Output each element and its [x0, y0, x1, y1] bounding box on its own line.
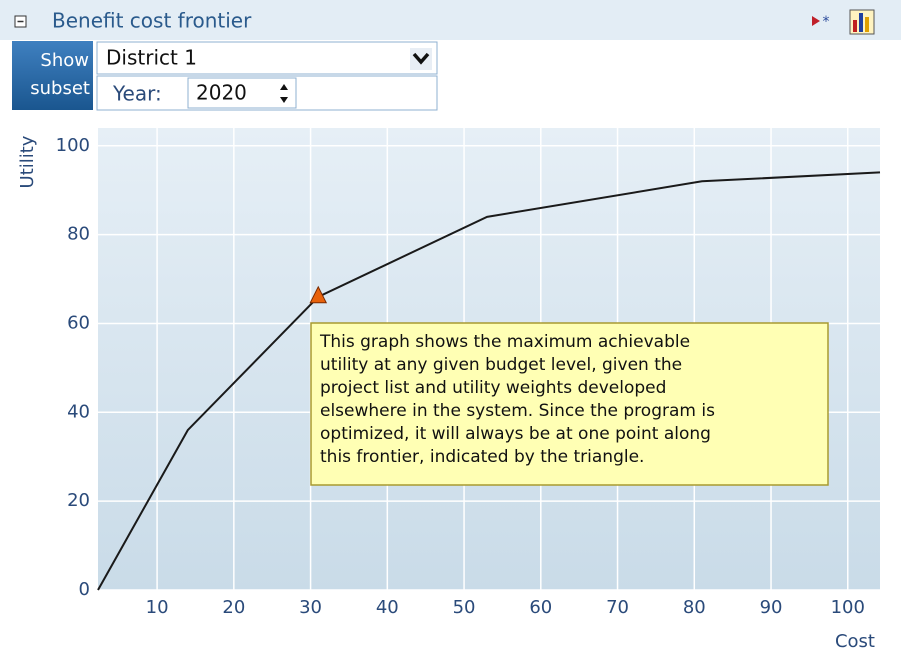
y-tick-label: 80: [67, 224, 90, 245]
x-tick-label: 90: [760, 597, 783, 618]
year-input[interactable]: [187, 77, 297, 109]
x-axis-label: Cost: [835, 631, 875, 652]
district-value: District 1: [106, 46, 197, 70]
frontier-line: [97, 171, 881, 591]
x-tick-label: 30: [299, 597, 322, 618]
triangle-marker: [309, 285, 328, 304]
export-icon[interactable]: *: [812, 14, 830, 30]
collapse-icon[interactable]: [14, 15, 27, 28]
y-tick-label: 40: [67, 401, 90, 422]
x-tick-label: 50: [453, 597, 476, 618]
annotation-line: optimized, it will always be at one poin…: [320, 424, 711, 444]
district-select[interactable]: [96, 41, 438, 75]
button-label: Show: [40, 50, 89, 71]
annotation-line: This graph shows the maximum achievable: [319, 332, 690, 352]
y-tick-label: 20: [67, 490, 90, 511]
header-bar: [0, 0, 901, 40]
button-label: subset: [30, 78, 90, 99]
y-axis-label: Utility: [17, 135, 38, 188]
x-tick-label: 20: [222, 597, 245, 618]
x-tick-label: 10: [146, 597, 169, 618]
year-value: 2020: [196, 81, 247, 105]
y-tick-label: 60: [67, 312, 90, 333]
x-tick-label: 80: [683, 597, 706, 618]
x-tick-label: 40: [376, 597, 399, 618]
annotation-line: this frontier, indicated by the triangle…: [320, 447, 644, 467]
x-tick-label: 70: [606, 597, 629, 618]
y-tick-label: 100: [56, 135, 90, 156]
x-tick-label: 60: [529, 597, 552, 618]
chart-icon[interactable]: [849, 9, 875, 35]
x-tick-label: 100: [831, 597, 865, 618]
panel-title: Benefit cost frontier: [52, 9, 252, 33]
dropdown-arrow: [410, 48, 432, 70]
svg-text:*: *: [823, 14, 830, 30]
annotation-line: utility at any given budget level, given…: [320, 355, 682, 375]
year-label: Year:: [112, 82, 162, 106]
annotation-line: elsewhere in the system. Since the progr…: [320, 401, 715, 421]
y-tick-label: 0: [79, 579, 90, 600]
annotation-line: project list and utility weights develop…: [320, 378, 666, 398]
show-subset-button[interactable]: [12, 41, 93, 110]
annotation-box: [310, 322, 829, 486]
year-spinner[interactable]: [280, 84, 288, 103]
